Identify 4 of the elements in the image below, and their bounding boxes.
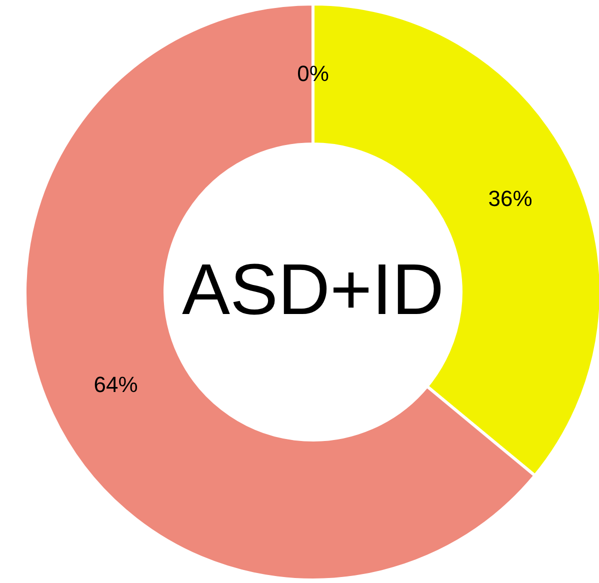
text: ASD+ID xyxy=(182,250,444,330)
data-label: 64% xyxy=(94,372,138,397)
text: 0% xyxy=(297,61,329,86)
data-label: 36% xyxy=(488,186,532,212)
